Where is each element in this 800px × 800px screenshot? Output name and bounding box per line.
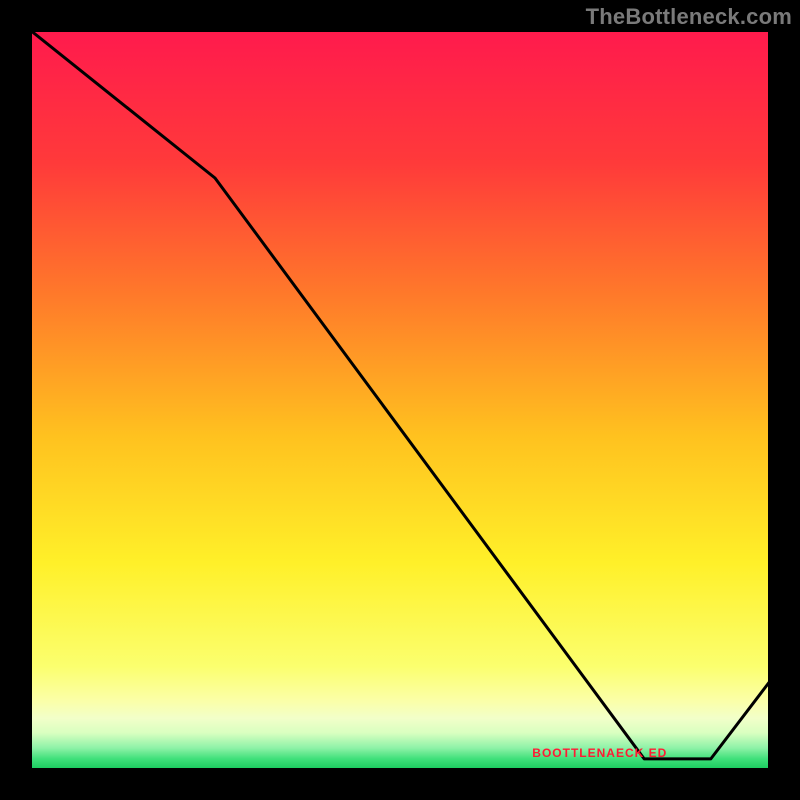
watermark-text: TheBottleneck.com bbox=[586, 4, 792, 30]
chart-container: { "canvas": { "width": 800, "height": 80… bbox=[0, 0, 800, 800]
bottleneck-chart bbox=[30, 30, 770, 770]
bottom-label: BOOTTLENAECK ED bbox=[532, 746, 667, 760]
gradient-background bbox=[30, 30, 770, 770]
